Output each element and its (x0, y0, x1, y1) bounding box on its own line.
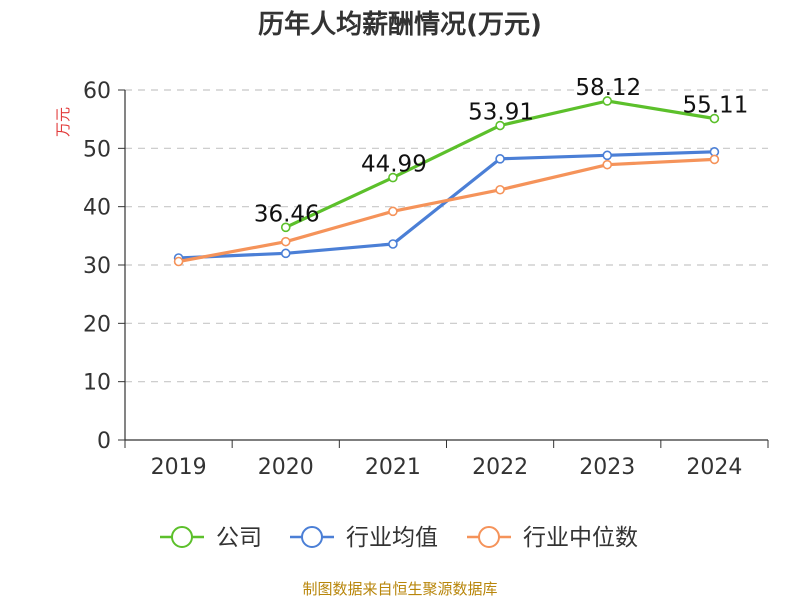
chart-title: 历年人均薪酬情况(万元) (258, 9, 542, 40)
y-tick-label: 0 (97, 429, 111, 454)
data-point (280, 248, 291, 259)
legend[interactable]: 公司 行业均值 行业中位数 (160, 525, 638, 551)
legend-item[interactable]: 行业均值 (290, 525, 438, 551)
data-label: 53.91 (468, 100, 534, 126)
x-tick-label: 2022 (472, 455, 528, 480)
data-labels: 36.46 44.99 53.91 58.12 55.11 (254, 75, 749, 227)
data-point (602, 159, 613, 170)
x-tick-label: 2024 (686, 455, 742, 480)
x-tick-label: 2021 (365, 455, 421, 480)
legend-label: 行业中位数 (523, 525, 638, 551)
y-ticks: 0 10 20 30 40 50 60 (83, 79, 111, 454)
axes (118, 89, 769, 448)
x-tick-label: 2019 (151, 455, 207, 480)
x-tick-label: 2020 (258, 455, 314, 480)
data-point (173, 256, 184, 267)
legend-label: 行业均值 (346, 525, 438, 551)
series-line (178, 157, 715, 264)
series-group (173, 96, 720, 267)
y-tick-label: 60 (83, 79, 111, 104)
y-tick-label: 50 (83, 137, 111, 162)
data-point (709, 113, 720, 124)
gridlines (125, 89, 768, 383)
data-point (602, 96, 613, 106)
y-tick-label: 30 (83, 254, 111, 279)
data-label: 58.12 (575, 75, 641, 101)
y-axis-label: 万元 (54, 107, 72, 137)
legend-marker (301, 526, 323, 548)
y-tick-label: 10 (83, 371, 111, 396)
data-point (388, 239, 398, 249)
y-tick-label: 40 (83, 196, 111, 221)
data-point (495, 120, 505, 131)
legend-item[interactable]: 公司 (160, 525, 262, 551)
legend-marker (171, 526, 193, 548)
data-label: 44.99 (361, 152, 427, 178)
data-point (388, 172, 398, 183)
data-point (280, 222, 291, 233)
data-label: 36.46 (254, 201, 320, 227)
data-point (495, 154, 505, 164)
data-point (280, 236, 291, 247)
legend-item[interactable]: 行业中位数 (467, 525, 638, 551)
data-point (495, 184, 505, 195)
legend-marker (478, 526, 500, 548)
source-note: 制图数据来自恒生聚源数据库 (302, 580, 497, 598)
data-label: 55.11 (682, 93, 748, 119)
legend-label: 公司 (216, 525, 262, 551)
data-point (388, 206, 398, 217)
data-point (602, 150, 613, 161)
x-ticks: 2019 2020 2021 2022 2023 2024 (151, 455, 743, 480)
y-tick-label: 20 (83, 312, 111, 337)
data-point (709, 154, 720, 165)
x-tick-label: 2023 (579, 455, 635, 480)
